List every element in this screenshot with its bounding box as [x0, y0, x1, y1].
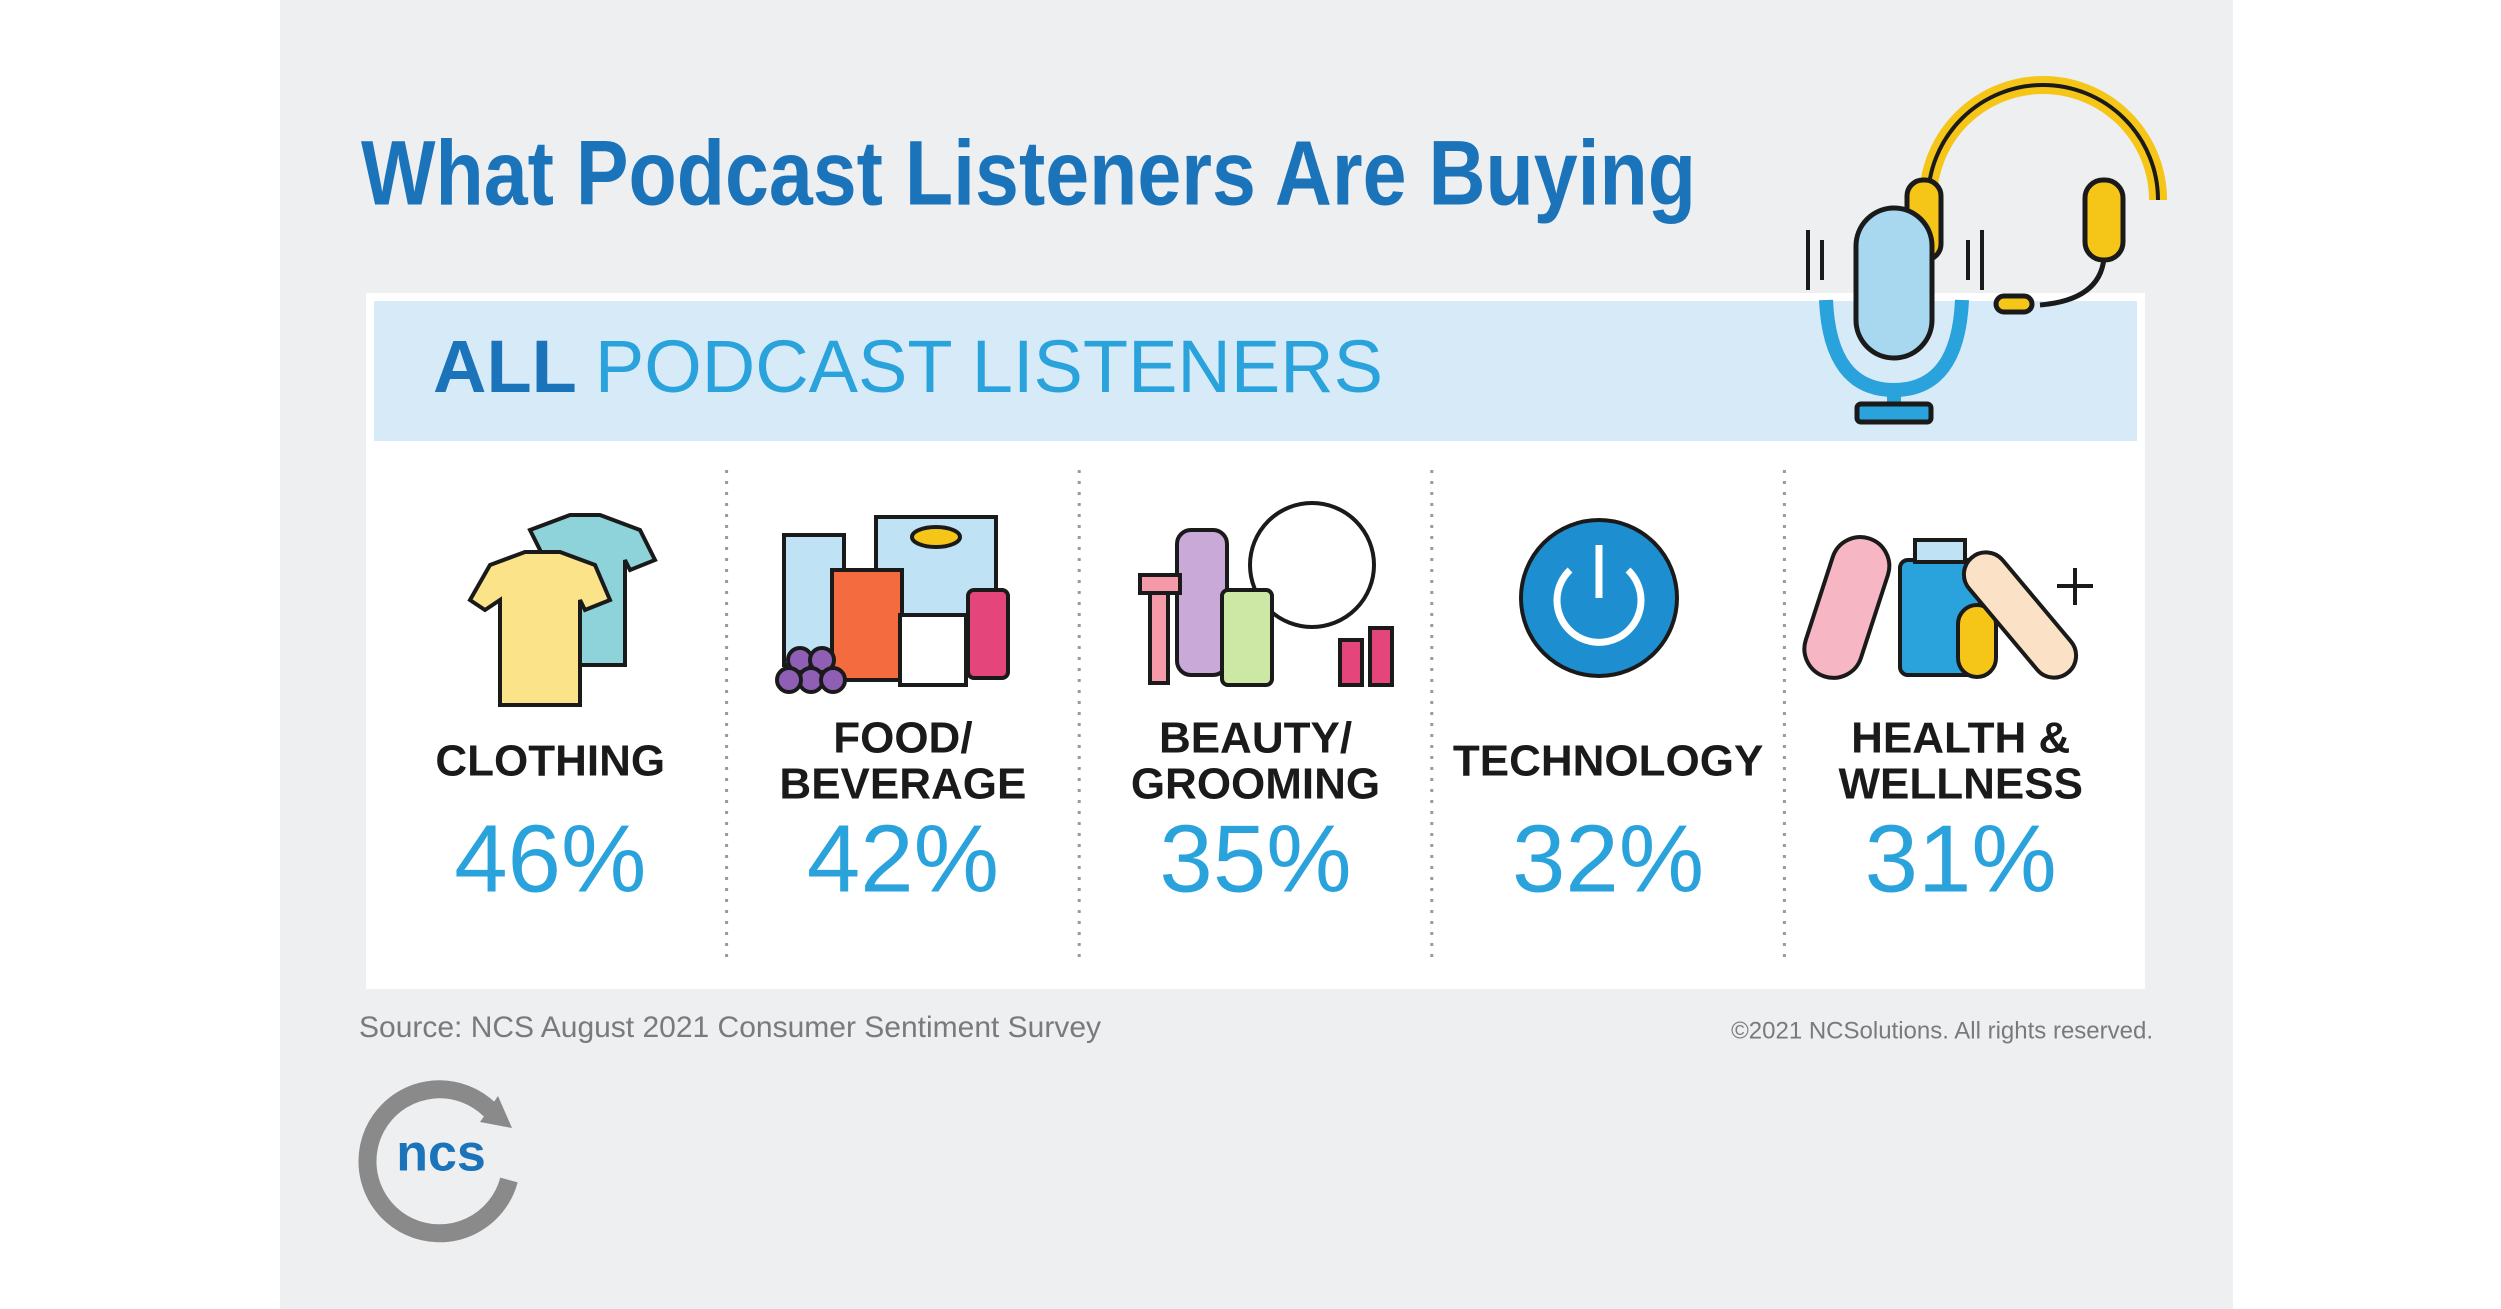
- copyright: ©2021 NCSolutions. All rights reserved.: [1731, 1017, 2153, 1044]
- category-label: FOOD/: [833, 714, 972, 763]
- category-label: WELLNESS: [1838, 760, 2082, 809]
- category-label: GROOMING: [1131, 760, 1380, 809]
- band-rest: PODCAST LISTENERS: [595, 325, 1383, 408]
- category-label: HEALTH &: [1851, 714, 2070, 763]
- clothing-icon: [467, 513, 658, 707]
- category-label: CLOTHING: [435, 737, 665, 786]
- category-value: 35%: [1159, 805, 1351, 912]
- band-heading: ALL PODCAST LISTENERS: [433, 325, 1383, 408]
- podcast-icon: [1806, 76, 2167, 425]
- category-value: 31%: [1865, 805, 2057, 912]
- food-icon: [775, 515, 1010, 694]
- category-label: TECHNOLOGY: [1453, 737, 1763, 786]
- health-icon: [1802, 535, 2093, 680]
- logo-text: ncs: [396, 1125, 486, 1183]
- band-bold: ALL: [433, 325, 577, 408]
- category-label: BEAUTY/: [1159, 714, 1352, 763]
- category-value: 42%: [807, 805, 999, 912]
- source-note: Source: NCS August 2021 Consumer Sentime…: [359, 1011, 1101, 1044]
- logo: ncs: [358, 1080, 518, 1243]
- beauty-icon: [1138, 501, 1394, 687]
- category-value: 32%: [1512, 805, 1704, 912]
- category-value: 46%: [454, 805, 646, 912]
- technology-icon: [1519, 518, 1679, 678]
- category-label: BEVERAGE: [779, 760, 1026, 809]
- title: What Podcast Listeners Are Buying: [361, 122, 1696, 224]
